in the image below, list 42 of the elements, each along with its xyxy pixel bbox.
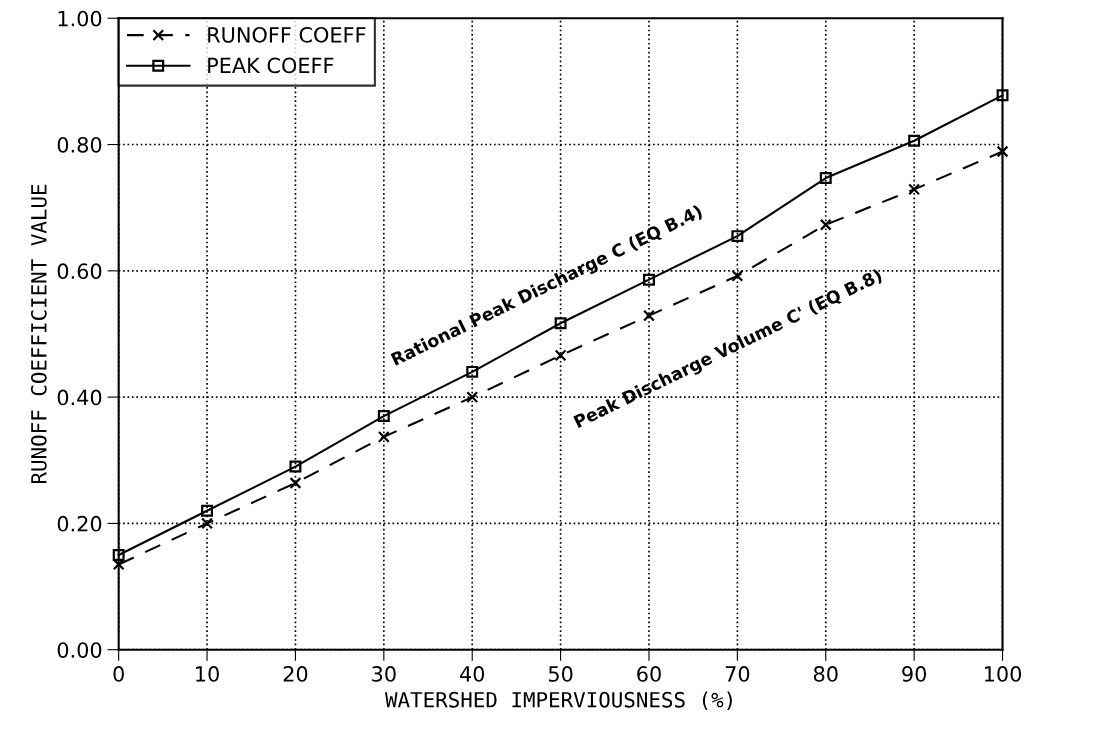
y-tick-label: 1.00	[58, 10, 102, 27]
x-tick-label: 0	[113, 666, 124, 682]
point	[201, 517, 214, 530]
legend-label: RUNOFF COEFF	[208, 26, 366, 43]
point	[908, 134, 921, 147]
point	[377, 410, 390, 423]
y-tick-label: 0.80	[57, 136, 102, 153]
x-tick-label: 100	[984, 666, 1022, 682]
point	[289, 477, 302, 489]
point	[201, 504, 214, 517]
point	[554, 317, 567, 330]
point	[731, 230, 744, 243]
point	[466, 391, 479, 404]
point	[554, 349, 567, 362]
x-tick-label: 10	[196, 666, 219, 682]
point	[996, 89, 1009, 102]
x-tick-label: 70	[725, 666, 750, 682]
x-tick-label: 50	[548, 666, 573, 682]
point	[112, 549, 125, 561]
x-tick-label: 90	[902, 666, 927, 682]
y-tick-label: 0.00	[57, 642, 102, 658]
point	[377, 430, 390, 443]
point	[731, 269, 744, 282]
legend-label: PEAK COEFF	[208, 57, 334, 74]
point	[289, 460, 302, 473]
point	[643, 273, 655, 286]
y-tick-label: 0.40	[57, 389, 102, 406]
point	[996, 145, 1009, 158]
x-tick-label: 60	[637, 666, 661, 682]
point	[466, 365, 479, 378]
x-tick-label: 80	[813, 666, 838, 682]
x-tick-label: 20	[283, 666, 308, 682]
x-tick-label: 40	[459, 666, 485, 682]
point	[819, 172, 832, 184]
point	[819, 218, 832, 231]
y-tick-label: 0.20	[57, 515, 102, 532]
x-tick-label: 30	[372, 666, 396, 682]
y-tick-label: 0.60	[57, 263, 102, 280]
x-axis-title: WATERSHED IMPERVIOUSNESS (%)	[385, 691, 732, 711]
y-axis-title: RUNOFF COEFFICIENT VALUE	[30, 184, 47, 484]
point	[643, 309, 655, 322]
point	[908, 183, 921, 196]
